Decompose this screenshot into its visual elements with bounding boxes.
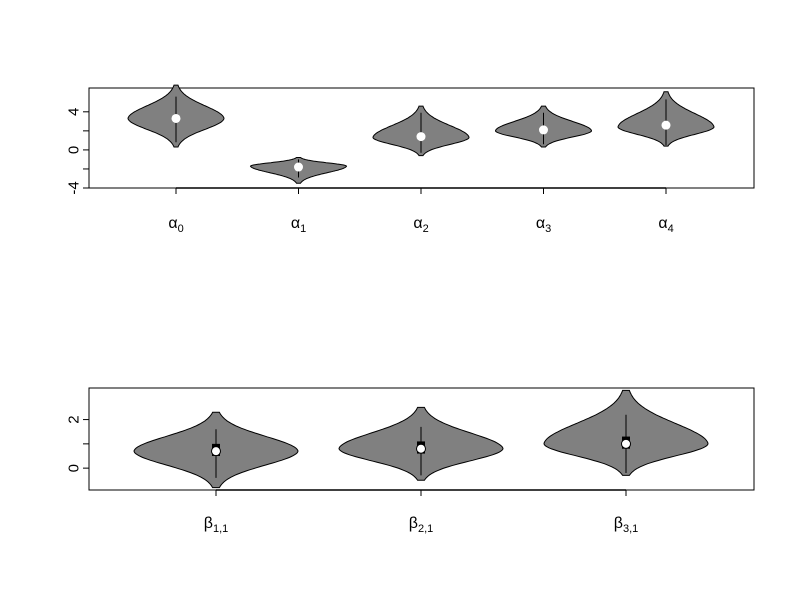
- y-tick-label: 0: [66, 464, 83, 472]
- category-label: α3: [536, 215, 551, 235]
- category-base: α: [658, 215, 667, 232]
- category-subscript: 2: [423, 223, 429, 235]
- violin-median-point: [416, 443, 426, 454]
- violin-median-point: [171, 113, 181, 123]
- beta-panel: 02 β1,1 β2,1 β3,1: [66, 387, 755, 535]
- category-subscript: 1: [300, 223, 306, 235]
- y-tick-label: 4: [66, 108, 83, 116]
- y-tick-label: -4: [66, 181, 83, 194]
- category-base: α: [536, 215, 545, 232]
- violin-median-point: [211, 446, 221, 457]
- violin-median-point: [416, 132, 426, 142]
- alpha-y-axis: -4 0 4: [66, 108, 90, 195]
- category-base: β: [614, 515, 623, 532]
- category-subscript: 3: [545, 223, 551, 235]
- category-label: α1: [291, 215, 306, 235]
- beta-y-axis: 02: [66, 415, 90, 472]
- category-subscript: 1,1: [213, 523, 228, 535]
- category-label: α0: [168, 215, 183, 235]
- beta-x-axis: β1,1 β2,1 β3,1: [204, 489, 639, 535]
- alpha-panel: -404 α0 α1 α2 α3 α4: [66, 84, 755, 235]
- category-label: β3,1: [614, 515, 639, 535]
- category-label: α4: [658, 215, 673, 235]
- alpha-x-axis: α0 α1 α2 α3 α4: [168, 187, 674, 235]
- category-subscript: 2,1: [418, 523, 433, 535]
- category-base: α: [413, 215, 422, 232]
- y-tick-label: 0: [66, 146, 83, 154]
- violin-median-point: [661, 120, 671, 130]
- category-subscript: 4: [668, 223, 674, 235]
- violin-median-point: [294, 162, 303, 172]
- category-label: β1,1: [204, 515, 229, 535]
- category-base: α: [291, 215, 300, 232]
- alpha-violins: [127, 84, 715, 184]
- category-base: β: [409, 515, 418, 532]
- violin-median-point: [539, 125, 548, 135]
- violin-median-point: [621, 438, 631, 449]
- category-label: β2,1: [409, 515, 434, 535]
- category-base: β: [204, 515, 213, 532]
- y-tick-label: 2: [66, 415, 83, 423]
- category-subscript: 3,1: [623, 523, 638, 535]
- category-base: α: [168, 215, 177, 232]
- category-subscript: 0: [178, 223, 184, 235]
- beta-violins: [133, 389, 709, 489]
- category-label: α2: [413, 215, 428, 235]
